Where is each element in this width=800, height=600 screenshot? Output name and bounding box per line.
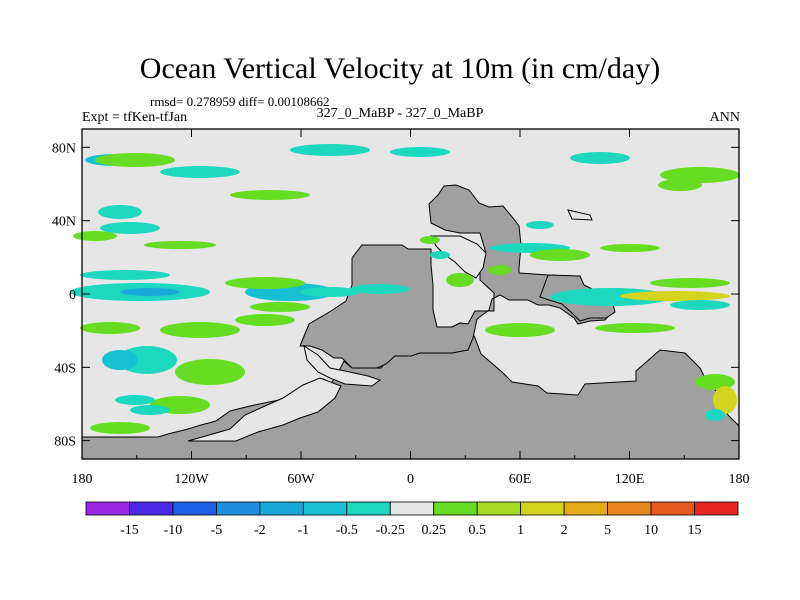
- field-patch: [115, 395, 155, 405]
- field-patch: [160, 166, 240, 178]
- field-patch: [488, 265, 512, 275]
- colorbar-box: [129, 501, 174, 516]
- colorbar-label: 2: [561, 523, 568, 538]
- field-patch: [80, 270, 170, 280]
- stats-label: rmsd= 0.278959 diff= 0.00108662: [150, 94, 330, 109]
- colorbar-box: [85, 501, 130, 516]
- season-label: ANN: [709, 110, 740, 125]
- colorbar-label: -1: [297, 523, 309, 538]
- field-patch: [225, 277, 305, 289]
- field-patch: [530, 249, 590, 261]
- colorbar-label: 15: [688, 523, 702, 538]
- colorbar-box: [520, 501, 565, 516]
- field-patch: [620, 291, 730, 301]
- field-patch: [390, 147, 450, 157]
- field-patch: [130, 405, 170, 415]
- x-tick-label: 120W: [174, 472, 209, 487]
- y-tick-label: 0: [69, 288, 76, 303]
- colorbar: -15 -10 -5 -2 -1 -0.5 -0.25 0.25 0.5 1 2 5 10 15: [85, 501, 739, 538]
- y-tick-label: 80N: [52, 141, 76, 156]
- colorbar-label: -5: [211, 523, 223, 538]
- field-patch: [144, 241, 216, 249]
- field-patch: [595, 323, 675, 333]
- colorbar-box: [259, 501, 304, 516]
- field-patch: [650, 278, 730, 288]
- field-patch: [430, 251, 450, 259]
- x-tick-label: 120E: [615, 472, 645, 487]
- y-tick-label: 40N: [52, 215, 76, 230]
- field-patch: [160, 322, 240, 338]
- colorbar-label: 0.5: [468, 523, 486, 538]
- colorbar-label: -0.5: [336, 523, 358, 538]
- field-patches: [70, 144, 740, 434]
- colorbar-label: 0.25: [421, 523, 446, 538]
- field-patch: [102, 350, 138, 370]
- field-patch: [526, 221, 554, 229]
- x-tick-label: 0: [407, 472, 414, 487]
- colorbar-box: [433, 501, 478, 516]
- colorbar-box: [172, 501, 217, 516]
- colorbar-label: -15: [120, 523, 139, 538]
- field-patch: [485, 323, 555, 337]
- colorbar-label: 10: [644, 523, 658, 538]
- field-patch: [175, 359, 245, 385]
- field-patch: [350, 284, 410, 294]
- colorbar-box: [302, 501, 348, 516]
- y-axis: 80N 40N 0 40S 80S: [52, 141, 739, 450]
- field-patch: [100, 222, 160, 234]
- x-axis: 180 120W 60W 0 60E 120E 180: [72, 129, 750, 487]
- colorbar-box: [476, 501, 522, 516]
- field-patch: [95, 153, 175, 167]
- colorbar-label: -2: [254, 523, 266, 538]
- field-patch: [705, 409, 725, 421]
- chart-title: Ocean Vertical Velocity at 10m (in cm/da…: [139, 52, 661, 85]
- colorbar-label: -0.25: [376, 523, 405, 538]
- field-patch: [658, 179, 702, 191]
- case-label: 327_0_MaBP - 327_0_MaBP: [316, 106, 484, 121]
- inland-sea-west: [303, 344, 382, 387]
- colorbar-box: [563, 501, 609, 516]
- inland-seas: [187, 209, 593, 442]
- field-patch: [290, 144, 370, 156]
- colorbar-box: [650, 501, 695, 516]
- colorbar-label: -10: [164, 523, 183, 538]
- field-patch: [250, 302, 310, 312]
- experiment-label: Expt = tfKen-tfJan: [82, 110, 188, 125]
- field-patch: [98, 205, 142, 219]
- field-patch: [230, 190, 310, 200]
- field-patch: [570, 152, 630, 164]
- x-tick-label: 60E: [509, 472, 532, 487]
- field-patch: [446, 273, 474, 287]
- x-tick-label: 60W: [287, 472, 315, 487]
- field-patch: [600, 244, 660, 252]
- field-patch: [670, 300, 730, 310]
- field-patch: [420, 236, 440, 244]
- x-tick-label: 180: [72, 472, 93, 487]
- field-patch: [713, 386, 737, 414]
- field-patch: [300, 287, 360, 297]
- colorbar-box: [215, 501, 261, 516]
- colorbar-box: [389, 501, 435, 516]
- field-patch: [80, 322, 140, 334]
- inland-sea-southwest: [187, 377, 342, 442]
- colorbar-box: [607, 501, 652, 516]
- field-patch: [73, 231, 117, 241]
- inland-sea-east: [567, 209, 593, 221]
- field-patch: [90, 422, 150, 434]
- field-patch: [120, 288, 180, 296]
- colorbar-label: 1: [517, 523, 524, 538]
- colorbar-box: [346, 501, 391, 516]
- x-tick-label: 180: [729, 472, 750, 487]
- y-tick-label: 80S: [54, 435, 76, 450]
- y-tick-label: 40S: [54, 361, 76, 376]
- colorbar-box: [694, 501, 739, 516]
- colorbar-label: 5: [604, 523, 611, 538]
- field-patch: [235, 314, 295, 326]
